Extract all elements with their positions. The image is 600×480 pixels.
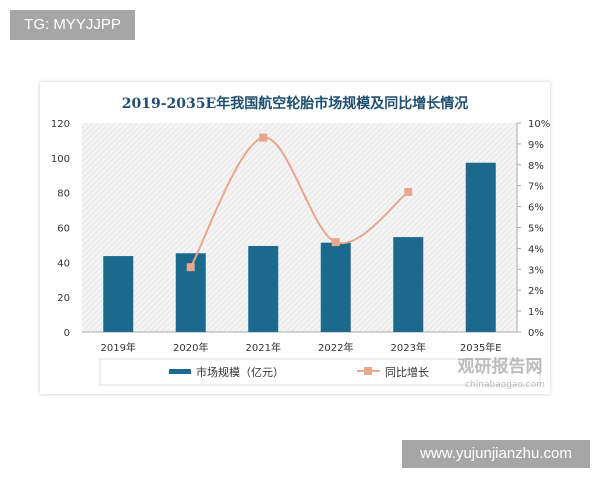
watermark-url: chinabaogao.com: [465, 380, 545, 390]
right-tick-label: 0%: [528, 328, 544, 339]
legend: 市场规模（亿元） 同比增长: [99, 358, 541, 386]
growth-point: [331, 238, 340, 247]
x-tick-label: 2022年: [318, 341, 353, 354]
left-tick-label: 20: [57, 293, 70, 304]
bar-4: [393, 237, 424, 332]
left-tick-label: 60: [57, 224, 70, 235]
right-tick-label: 2%: [528, 286, 544, 297]
right-tick-label: 8%: [528, 161, 544, 172]
legend-bar-label: 市场规模（亿元）: [196, 365, 284, 379]
x-tick-label: 2021年: [246, 341, 281, 354]
legend-line-label: 同比增长: [385, 365, 429, 379]
right-tick-label: 4%: [528, 244, 544, 255]
growth-point: [259, 133, 268, 142]
watermark: 观研报告网 chinabaogao.com: [457, 356, 545, 390]
right-tick-label: 7%: [528, 182, 544, 193]
right-tick-label: 9%: [528, 140, 544, 151]
right-tick-label: 5%: [528, 224, 544, 235]
watermark-name: 观研报告网: [457, 356, 543, 377]
right-tick-label: 6%: [528, 203, 544, 214]
bar-3: [320, 242, 351, 332]
left-tick-label: 100: [51, 154, 70, 165]
x-tick-label: 2019年: [101, 341, 136, 354]
left-tick-label: 120: [51, 119, 70, 130]
x-tick-label: 2023年: [391, 341, 426, 354]
bar-0: [103, 256, 134, 332]
legend-bar-swatch: [169, 369, 191, 374]
bar-2: [248, 245, 279, 332]
site-label: www.yujunjianzhu.com: [402, 440, 590, 468]
left-tick-label: 40: [57, 258, 70, 269]
x-tick-label: 2035年E: [460, 341, 502, 354]
plot-area: [82, 123, 517, 332]
right-tick-label: 10%: [528, 119, 550, 130]
x-tick-label: 2020年: [173, 341, 208, 354]
bar-5: [465, 162, 496, 332]
right-tick-label: 1%: [528, 307, 544, 318]
growth-point: [186, 263, 195, 272]
tag-label: TG: MYYJJPP: [10, 10, 135, 40]
chart-title: 2019-2035E年我国航空轮胎市场规模及同比增长情况: [122, 95, 468, 112]
left-tick-label: 0: [64, 328, 70, 339]
growth-point: [404, 187, 413, 196]
left-tick-label: 80: [57, 189, 70, 200]
growth-line: [189, 136, 409, 268]
legend-line-marker: [364, 367, 372, 375]
right-tick-label: 3%: [528, 265, 544, 276]
